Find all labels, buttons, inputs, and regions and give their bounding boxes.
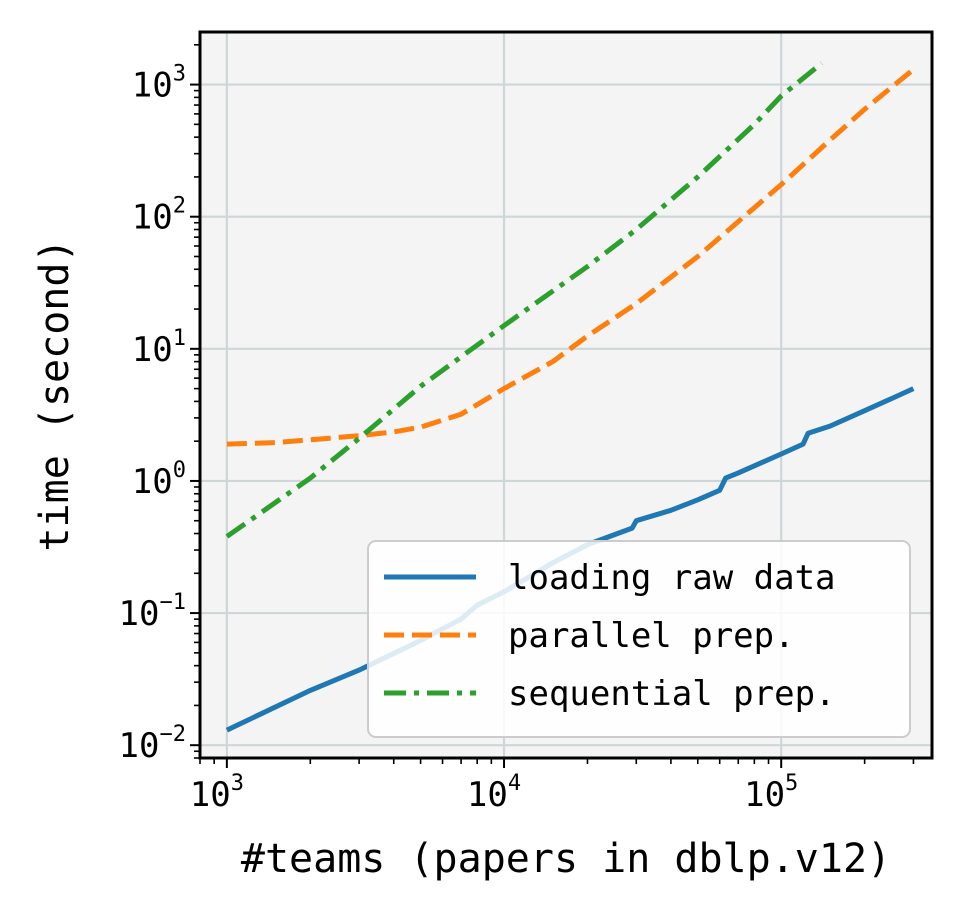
series-line-2 [225, 61, 824, 539]
x-axis-label: #teams (papers in dblp.v12) [241, 836, 891, 882]
legend-box [367, 540, 911, 738]
x-tick-label: 104 [467, 771, 521, 815]
y-tick-label: 101 [132, 326, 186, 370]
x-tick-label: 103 [190, 771, 244, 815]
y-tick-label: 103 [132, 62, 186, 106]
legend: loading raw data parallel prep. sequential… [367, 540, 911, 738]
y-tick-label: 10−2 [119, 722, 186, 766]
y-tick-label: 102 [132, 194, 186, 238]
y-tick-label: 100 [132, 458, 186, 502]
grid [200, 32, 932, 758]
axis-ticks: 103 104 105 10−2 10−1 100 101 102 103 [119, 44, 915, 815]
y-axis-label: time (second) [32, 238, 78, 551]
legend-label-0: loading raw data [508, 558, 836, 598]
legend-label-1: parallel prep. [508, 616, 795, 656]
y-tick-label: 10−1 [119, 590, 186, 634]
legend-label-2: sequential prep. [508, 674, 836, 714]
series-line-1 [226, 67, 915, 447]
plot-frame [198, 30, 934, 760]
x-tick-label: 105 [744, 771, 798, 815]
